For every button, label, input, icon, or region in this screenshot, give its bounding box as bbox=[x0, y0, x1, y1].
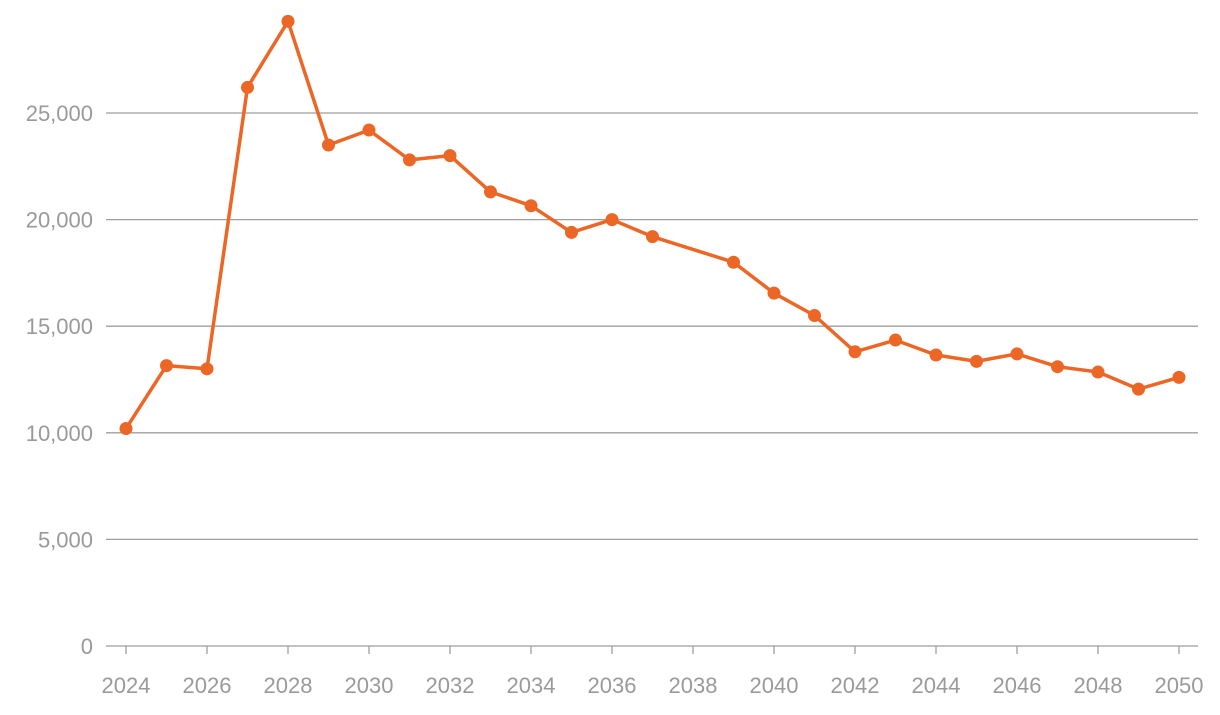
x-tick-label: 2050 bbox=[1155, 673, 1204, 698]
x-tick-label: 2046 bbox=[993, 673, 1042, 698]
data-point bbox=[767, 286, 781, 300]
data-point bbox=[1172, 370, 1186, 384]
x-axis-tick-labels: 2024 2026 2028 2030 2032 2034 2036 2038 2040 2042… bbox=[102, 673, 1204, 698]
data-points bbox=[119, 14, 1186, 436]
y-tick-label: 10,000 bbox=[26, 421, 93, 446]
data-point bbox=[1132, 382, 1145, 396]
data-point bbox=[281, 14, 295, 28]
x-tick-label: 2030 bbox=[345, 673, 394, 698]
data-point bbox=[727, 255, 740, 269]
data-point bbox=[160, 359, 173, 373]
x-tick-label: 2040 bbox=[750, 673, 799, 698]
series-line bbox=[124, 19, 1181, 431]
data-point bbox=[1051, 360, 1064, 374]
data-point bbox=[322, 138, 335, 152]
data-point bbox=[119, 422, 133, 436]
data-point bbox=[929, 348, 943, 362]
y-tick-label: 25,000 bbox=[26, 101, 93, 126]
data-point bbox=[484, 185, 497, 199]
y-axis-tick-labels: 0 5,000 10,000 15,000 20,000 25,000 bbox=[26, 101, 93, 659]
data-point bbox=[889, 333, 902, 347]
x-tick-label: 2024 bbox=[102, 673, 151, 698]
series-line-group bbox=[124, 19, 1181, 431]
x-tick-label: 2048 bbox=[1074, 673, 1123, 698]
data-point bbox=[808, 309, 821, 323]
gridlines bbox=[106, 112, 1198, 541]
x-tick-label: 2042 bbox=[831, 673, 880, 698]
x-tick-label: 2034 bbox=[507, 673, 556, 698]
data-point bbox=[524, 199, 538, 213]
x-tick-label: 2028 bbox=[264, 673, 313, 698]
data-point bbox=[403, 153, 416, 167]
data-point bbox=[970, 354, 983, 368]
y-tick-label: 5,000 bbox=[38, 527, 93, 552]
x-tick-label: 2026 bbox=[183, 673, 232, 698]
data-point bbox=[565, 225, 578, 239]
y-tick-label: 20,000 bbox=[26, 208, 93, 233]
data-point bbox=[605, 213, 619, 227]
x-tick-label: 2038 bbox=[669, 673, 718, 698]
x-tick-label: 2036 bbox=[588, 673, 637, 698]
data-point bbox=[241, 80, 254, 94]
data-point bbox=[443, 149, 457, 163]
data-point bbox=[848, 345, 862, 359]
data-point bbox=[362, 123, 376, 137]
x-axis bbox=[106, 645, 1198, 654]
x-tick-label: 2032 bbox=[426, 673, 475, 698]
data-point bbox=[646, 230, 659, 244]
data-point bbox=[1091, 365, 1105, 379]
y-tick-label: 0 bbox=[81, 634, 93, 659]
x-tick-label: 2044 bbox=[912, 673, 961, 698]
data-point bbox=[200, 362, 214, 376]
data-point bbox=[1010, 347, 1024, 361]
y-tick-label: 15,000 bbox=[26, 314, 93, 339]
